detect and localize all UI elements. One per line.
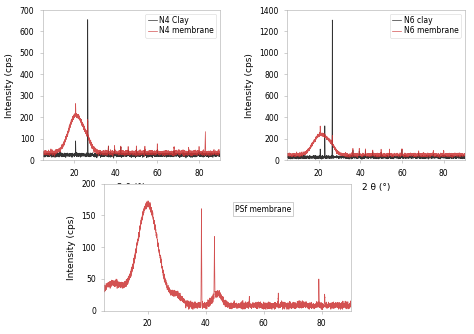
Y-axis label: Intensity (cps): Intensity (cps) <box>67 215 76 280</box>
N4 Clay <box>217 152 223 156</box>
Legend: N4 Clay, N4 membrane: N4 Clay, N4 membrane <box>146 14 216 37</box>
N4 Clay <box>85 18 91 22</box>
N4 Clay <box>111 156 117 160</box>
N6 membrane <box>369 153 374 157</box>
N4 membrane <box>114 152 120 156</box>
N6 membrane <box>284 152 290 156</box>
N6 membrane <box>359 152 365 156</box>
N6 clay <box>359 157 365 161</box>
N6 clay <box>284 156 290 160</box>
Line: N4 membrane: N4 membrane <box>43 104 220 157</box>
N6 clay <box>447 154 453 158</box>
Line: N6 clay: N6 clay <box>287 20 465 159</box>
N4 membrane <box>212 150 218 154</box>
N4 membrane <box>124 149 130 153</box>
N4 membrane <box>203 149 209 153</box>
N4 membrane <box>217 150 223 154</box>
N6 clay <box>413 155 419 159</box>
N4 Clay <box>203 153 209 157</box>
N4 membrane <box>116 151 121 155</box>
N6 membrane <box>360 153 366 157</box>
N4 Clay <box>40 153 46 157</box>
N6 membrane <box>456 151 462 155</box>
N4 membrane <box>181 155 187 159</box>
N6 membrane <box>449 156 455 160</box>
Y-axis label: Intensity (cps): Intensity (cps) <box>245 53 254 118</box>
N6 clay <box>360 155 366 159</box>
N6 clay <box>369 155 374 159</box>
N6 clay <box>329 18 335 22</box>
N6 clay <box>359 155 365 159</box>
Legend: N6 clay, N6 membrane: N6 clay, N6 membrane <box>390 14 461 37</box>
N6 membrane <box>413 152 419 156</box>
N4 membrane <box>73 102 79 106</box>
N4 Clay <box>116 153 121 157</box>
N6 membrane <box>447 155 453 159</box>
N6 membrane <box>318 124 323 128</box>
Line: N6 membrane: N6 membrane <box>287 126 465 158</box>
Y-axis label: Intensity (cps): Intensity (cps) <box>5 53 14 118</box>
N4 Clay <box>124 152 130 156</box>
N4 Clay <box>169 152 174 156</box>
N6 clay <box>456 154 462 158</box>
N4 Clay <box>114 152 120 156</box>
N6 clay <box>462 156 467 160</box>
N4 Clay <box>212 153 218 157</box>
N4 membrane <box>169 151 174 155</box>
X-axis label: 2 θ (°): 2 θ (°) <box>362 183 390 192</box>
Line: N4 Clay: N4 Clay <box>43 20 220 158</box>
Text: PSf membrane: PSf membrane <box>235 205 291 213</box>
N4 membrane <box>40 150 46 154</box>
N6 membrane <box>462 153 467 157</box>
X-axis label: 2 θ (°): 2 θ (°) <box>117 183 146 192</box>
